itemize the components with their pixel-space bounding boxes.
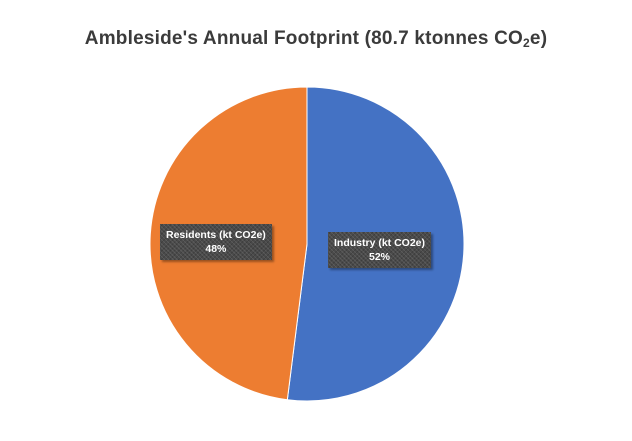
chart-title: Ambleside's Annual Footprint (80.7 ktonn… bbox=[0, 28, 632, 50]
chart-title-end: e) bbox=[529, 28, 548, 49]
chart-title-subscript: 2 bbox=[523, 36, 530, 50]
data-label-residents-percent: 48% bbox=[205, 243, 227, 255]
data-label-industry: Industry (kt CO2e) 52% bbox=[328, 232, 431, 268]
data-label-residents-name: Residents (kt CO2e) bbox=[166, 229, 266, 241]
data-label-industry-percent: 52% bbox=[369, 251, 391, 263]
data-label-residents: Residents (kt CO2e) 48% bbox=[160, 224, 272, 260]
chart-title-main: Ambleside's Annual Footprint (80.7 ktonn… bbox=[84, 28, 524, 49]
data-label-industry-name: Industry (kt CO2e) bbox=[334, 237, 426, 249]
